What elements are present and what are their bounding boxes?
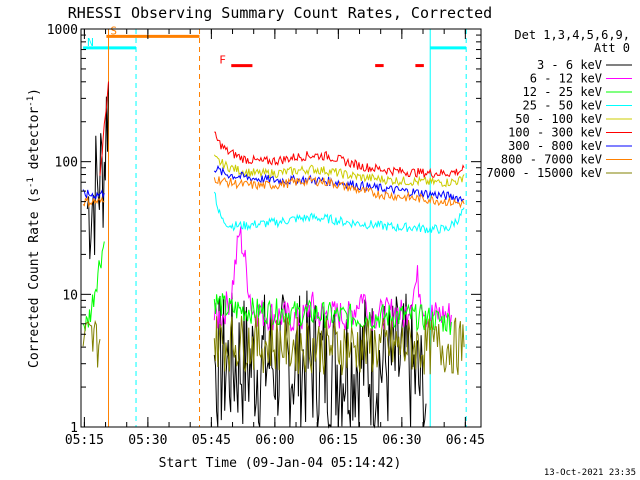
y-tick-label: 10 [62, 288, 78, 303]
x-axis-label: Start Time (09-Jan-04 05:14:42) [159, 456, 402, 471]
footer-date: 13-Oct-2021 23:35 [544, 468, 636, 478]
legend-item-label: 25 - 50 keV [523, 99, 602, 113]
y-axis-label: Corrected Count Rate (s-1 detector-1) [26, 88, 42, 368]
y-axis-label-sup1: -1 [26, 177, 36, 188]
series-line [99, 81, 109, 176]
series-line [82, 241, 105, 332]
chart-title: RHESSI Observing Summary Count Rates, Co… [68, 4, 492, 22]
series-line [213, 290, 427, 429]
flag-label: F [219, 54, 226, 67]
legend-item-label: 3 - 6 keV [537, 58, 602, 72]
legend-item-label: 12 - 25 keV [523, 85, 602, 99]
x-tick-label: 06:00 [255, 433, 294, 448]
legend-item-label: 7000 - 15000 keV [486, 166, 602, 180]
x-tick-label: 06:15 [319, 433, 358, 448]
x-axis-ticks: 05:15 05:30 05:45 06:00 06:15 06:30 06:45 [65, 29, 485, 448]
legend-item-label: 50 - 100 keV [515, 112, 602, 126]
flag-label: N [87, 36, 94, 49]
series-line [213, 293, 452, 335]
x-tick-label: 05:45 [192, 433, 231, 448]
y-tick-label: 1000 [47, 23, 78, 38]
y-tick-label: 100 [55, 156, 78, 171]
legend-item-label: 6 - 12 keV [530, 72, 602, 86]
legend-item-label: 800 - 7000 keV [501, 153, 602, 167]
y-axis-label-sup2: -1 [26, 96, 36, 107]
x-tick-label: 06:45 [446, 433, 485, 448]
y-axis-label-mid: detector [27, 107, 42, 178]
legend-item-label: 100 - 300 keV [508, 126, 602, 140]
series-line [214, 131, 465, 178]
series-line [82, 319, 101, 368]
legend-header-line-1: Det 1,3,4,5,6,9, [514, 28, 630, 42]
legend-item-label: 300 - 800 keV [508, 139, 602, 153]
series-line [82, 195, 105, 208]
x-tick-label: 06:30 [382, 433, 421, 448]
y-tick-label: 1 [70, 421, 78, 436]
x-tick-label: 05:30 [128, 433, 167, 448]
series-layer [82, 81, 465, 429]
legend-header-line-2: Att 0 [594, 41, 630, 55]
series-line [213, 314, 465, 376]
series-line [213, 175, 465, 209]
y-axis-label-end: ) [27, 88, 42, 96]
flag-bars: S N F [83, 24, 467, 68]
flag-label: S [110, 24, 117, 37]
x-tick-label: 05:15 [65, 433, 104, 448]
series-line [213, 154, 465, 188]
plot-frame [80, 28, 482, 428]
y-axis-label-main: Corrected Count Rate (s [27, 188, 42, 368]
series-line [213, 191, 465, 234]
